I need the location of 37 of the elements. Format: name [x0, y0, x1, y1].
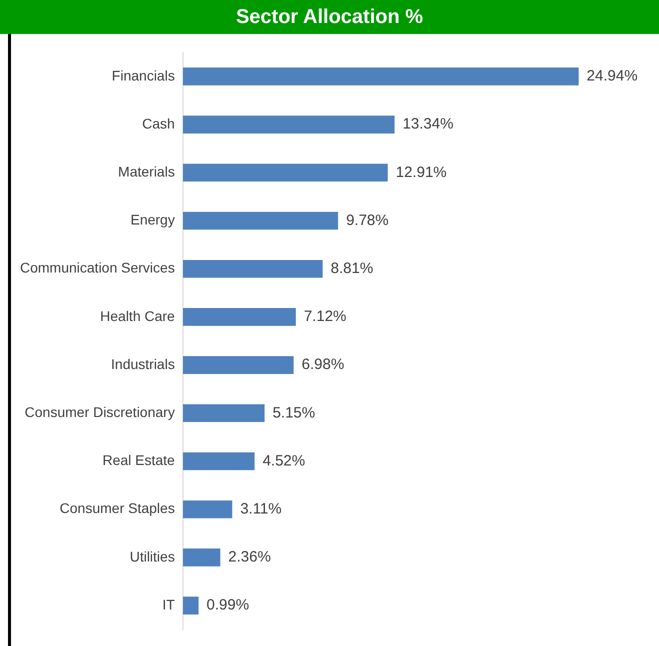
data-label: 13.34%	[402, 116, 454, 133]
data-label: 2.36%	[228, 548, 271, 566]
y-tick-label: Consumer Staples	[60, 500, 175, 516]
y-tick-label: Communication Services	[20, 260, 175, 276]
data-label: 5.15%	[272, 404, 316, 422]
bar	[182, 308, 296, 326]
data-label: 12.91%	[396, 164, 447, 181]
bar	[182, 548, 220, 566]
bar	[182, 356, 294, 374]
y-tick-label: Materials	[118, 164, 175, 180]
bar	[182, 404, 265, 422]
bar	[182, 596, 199, 614]
y-tick-label: Cash	[142, 115, 175, 132]
y-tick-label: Financials	[112, 67, 175, 84]
data-label: 6.98%	[302, 356, 344, 374]
y-tick-label: Industrials	[111, 356, 175, 372]
chart-title: Sector Allocation %	[0, 0, 659, 34]
bar	[182, 68, 579, 86]
y-tick-label: Health Care	[100, 308, 176, 324]
bar	[182, 452, 255, 470]
data-label: 4.52%	[262, 452, 306, 470]
y-tick-label: Energy	[130, 212, 175, 228]
data-label: 24.94%	[586, 68, 638, 85]
y-tick-label: IT	[162, 596, 176, 612]
y-tick-label: Consumer Discretionary	[24, 404, 175, 420]
data-label: 8.81%	[330, 260, 374, 277]
data-label: 3.11%	[240, 500, 282, 518]
y-tick-label: Utilities	[130, 548, 175, 564]
y-tick-label: Real Estate	[102, 452, 176, 468]
bar	[182, 116, 395, 134]
data-label: 7.12%	[304, 308, 346, 326]
bar	[182, 212, 338, 230]
bar	[182, 500, 232, 518]
data-label: 9.78%	[346, 212, 389, 229]
bar	[182, 164, 388, 182]
data-label: 0.99%	[206, 596, 250, 614]
bar	[182, 260, 323, 278]
